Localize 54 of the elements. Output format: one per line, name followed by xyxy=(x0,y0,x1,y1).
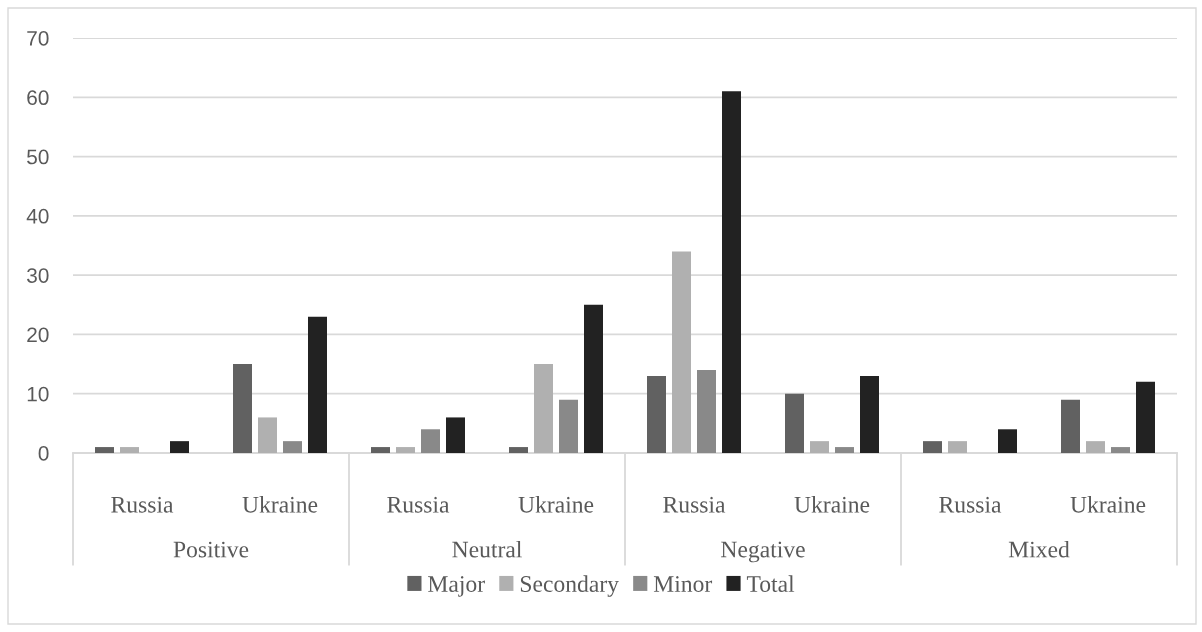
bar xyxy=(584,304,603,453)
x-tick-label: Ukraine xyxy=(242,496,318,513)
y-tick-label: 70 xyxy=(27,31,49,46)
x-tick-label: Ukraine xyxy=(518,496,594,513)
bar xyxy=(672,251,691,453)
bar xyxy=(647,375,666,453)
bar xyxy=(421,429,440,453)
x-tick-label: Russia xyxy=(387,496,450,513)
bar xyxy=(810,441,829,453)
y-tick-label: 60 xyxy=(27,90,49,106)
bar xyxy=(233,364,252,453)
bar xyxy=(95,447,114,453)
bar xyxy=(308,316,327,453)
bar xyxy=(371,447,390,453)
y-tick-label: 50 xyxy=(27,149,49,165)
text: Negative xyxy=(721,541,805,563)
bar xyxy=(1086,441,1105,453)
bar xyxy=(835,447,854,453)
legend-label: Major xyxy=(428,576,485,597)
y-tick-label: 0 xyxy=(38,446,49,461)
legend-label: Total xyxy=(746,575,795,592)
text: Neutral xyxy=(452,540,522,558)
y-tick-label: 20 xyxy=(27,327,49,343)
x-tick-label: Ukraine xyxy=(794,496,870,513)
bar xyxy=(722,91,741,453)
bar xyxy=(998,429,1017,453)
bar xyxy=(1136,381,1155,453)
bar xyxy=(948,441,967,453)
legend-label: Secondary xyxy=(520,575,619,597)
bar xyxy=(170,441,189,453)
bar xyxy=(396,447,415,453)
bar xyxy=(283,441,302,453)
bar xyxy=(258,417,277,453)
bar xyxy=(697,370,716,453)
x-tick-label: Ukraine xyxy=(1070,496,1146,513)
bar xyxy=(860,375,879,453)
y-tick-label: 30 xyxy=(27,268,49,283)
bar xyxy=(923,441,942,453)
text: Positive xyxy=(173,541,249,558)
bar xyxy=(120,447,139,453)
legend-label: Minor xyxy=(653,576,713,592)
x-tick-label: Russia xyxy=(111,496,174,513)
bar xyxy=(534,364,553,453)
x-tick-label: Russia xyxy=(939,496,1002,513)
bar xyxy=(446,417,465,453)
bar xyxy=(1061,399,1080,453)
bar xyxy=(785,393,804,453)
y-tick-label: 10 xyxy=(27,386,49,402)
y-tick-label: 40 xyxy=(26,208,49,224)
bar xyxy=(559,399,578,453)
bar xyxy=(1111,447,1130,453)
text: Mixed xyxy=(1008,540,1070,558)
x-tick-label: Russia xyxy=(663,496,726,513)
bar xyxy=(509,447,528,453)
